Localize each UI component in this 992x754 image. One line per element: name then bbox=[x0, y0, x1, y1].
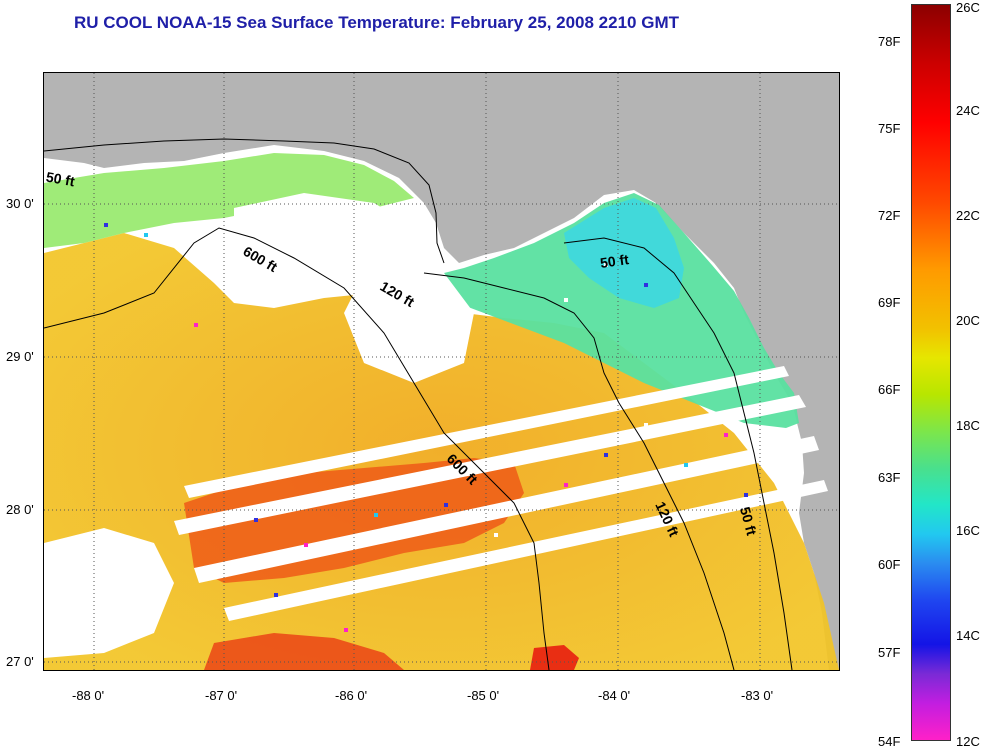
hot-water-region-south bbox=[204, 633, 404, 670]
hot-water-patch bbox=[530, 645, 579, 670]
colorbar-c-24: 24C bbox=[956, 103, 980, 118]
speckle-noise bbox=[104, 223, 748, 632]
colorbar-c-18: 18C bbox=[956, 418, 980, 433]
swath-gaps bbox=[174, 366, 828, 621]
colorbar-f-63: 63F bbox=[878, 470, 901, 485]
lat-label-28: 28 0' bbox=[6, 502, 34, 517]
lat-label-27: 27 0' bbox=[6, 654, 34, 669]
colorbar-f-60: 60F bbox=[878, 557, 901, 572]
depth-contours bbox=[44, 138, 793, 670]
sst-map: 50 ft 600 ft 120 ft 50 ft 600 ft 120 ft … bbox=[43, 72, 840, 671]
lon-label-88: -88 0' bbox=[72, 688, 105, 703]
lat-label-30: 30 0' bbox=[6, 196, 34, 211]
colorbar-c-14: 14C bbox=[956, 628, 980, 643]
colorbar-c-16: 16C bbox=[956, 523, 980, 538]
colorbar-f-72: 72F bbox=[878, 208, 901, 223]
cool-water-region bbox=[424, 193, 799, 428]
colorbar-f-75: 75F bbox=[878, 121, 901, 136]
lon-label-85: -85 0' bbox=[467, 688, 500, 703]
lat-lon-grid bbox=[44, 73, 839, 670]
coastal-green-strip bbox=[44, 153, 414, 248]
colorbar-f-66: 66F bbox=[878, 382, 901, 397]
colorbar-c-20: 20C bbox=[956, 313, 980, 328]
colorbar-c-26: 26C bbox=[956, 0, 980, 15]
land-area bbox=[44, 73, 839, 670]
colorbar-f-69: 69F bbox=[878, 295, 901, 310]
contour-50ft-west bbox=[44, 138, 445, 264]
cloud-gap-center bbox=[344, 253, 474, 383]
contour-50ft-east bbox=[563, 237, 793, 670]
cold-water-core bbox=[564, 198, 684, 308]
colorbar-f-54: 54F bbox=[878, 734, 901, 749]
cloud-gap-west bbox=[44, 528, 174, 658]
colorbar-f-57: 57F bbox=[878, 645, 901, 660]
sst-map-svg bbox=[44, 73, 839, 670]
colorbar-f-78: 78F bbox=[878, 34, 901, 49]
lon-label-87: -87 0' bbox=[205, 688, 238, 703]
contour-120ft bbox=[423, 272, 735, 670]
hot-water-region bbox=[184, 458, 524, 583]
temperature-colorbar bbox=[911, 4, 951, 741]
contour-600ft bbox=[44, 227, 550, 670]
page-title: RU COOL NOAA-15 Sea Surface Temperature:… bbox=[74, 13, 679, 32]
lon-label-83: -83 0' bbox=[741, 688, 774, 703]
lon-label-84: -84 0' bbox=[598, 688, 631, 703]
colorbar-c-12: 12C bbox=[956, 734, 980, 749]
lat-label-29: 29 0' bbox=[6, 349, 34, 364]
colorbar-c-22: 22C bbox=[956, 208, 980, 223]
lon-label-86: -86 0' bbox=[335, 688, 368, 703]
